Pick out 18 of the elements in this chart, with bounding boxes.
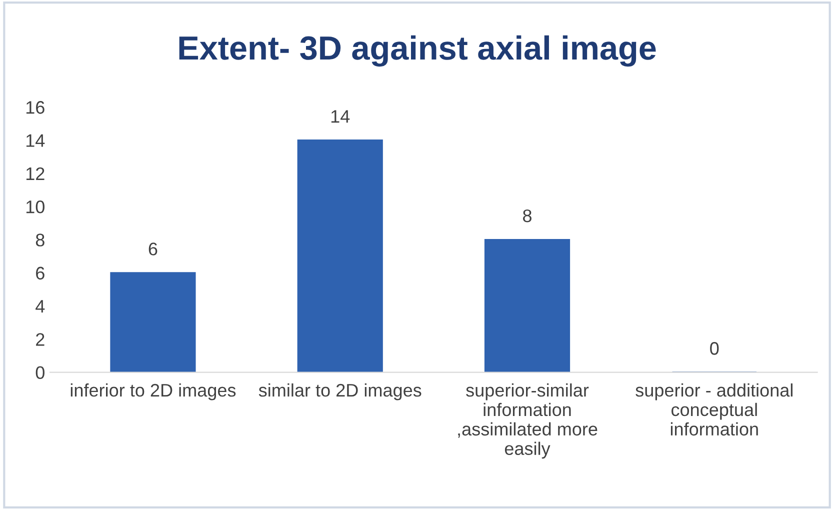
x-tick-label: inferior to 2D images: [70, 383, 236, 400]
y-tick-label: 12: [26, 167, 44, 180]
y-tick-label: 10: [26, 200, 44, 214]
x-tick-label: superior-similar information ,assimilated more easily: [458, 383, 598, 459]
y-tick-label: 0: [36, 366, 44, 380]
y-tick-label: 16: [26, 101, 44, 114]
data-label: 0: [710, 342, 719, 355]
chart-title: Extent- 3D against axial image: [179, 35, 656, 67]
y-tick-label: 14: [26, 134, 45, 147]
y-tick-label: 2: [36, 333, 44, 346]
y-tick-label: 4: [36, 300, 45, 313]
y-tick-label: 8: [36, 234, 44, 246]
data-label: 8: [523, 209, 532, 222]
x-tick-label: superior - additional conceptual information: [636, 383, 792, 436]
data-label: 6: [148, 242, 158, 256]
x-tick-label: similar to 2D images: [258, 383, 422, 400]
y-tick-label: 6: [36, 266, 44, 280]
data-label: 14: [331, 110, 350, 123]
